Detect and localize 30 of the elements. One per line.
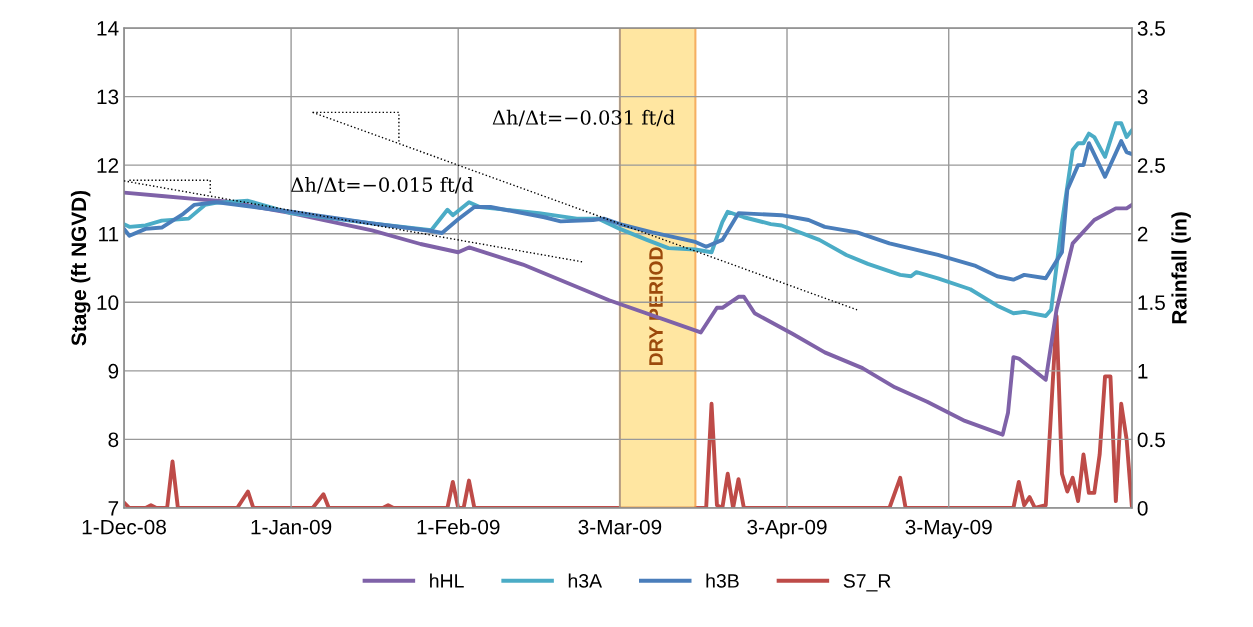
legend-label: hHL — [430, 573, 464, 588]
y-tick-label: 12 — [97, 158, 119, 173]
annotation: Δh/Δt=−0.031 ft/d — [492, 109, 675, 127]
y-tick-label: 8 — [108, 432, 119, 448]
y-tick-label: 14 — [97, 21, 119, 36]
x-tick-label: 3-Apr-09 — [747, 519, 827, 539]
y-tick-label: 13 — [97, 89, 119, 105]
x-tick-label: 1-Feb-09 — [417, 519, 500, 535]
x-tick-label: 3-Mar-09 — [578, 519, 662, 535]
x-tick-label: 1-Dec-08 — [82, 519, 166, 535]
y2-tick-label: 3.5 — [1137, 21, 1165, 36]
x-tick-label: 1-Jan-09 — [251, 519, 332, 535]
y-tick-label: 11 — [99, 226, 119, 242]
legend-label: h3B — [706, 573, 739, 588]
legend-label: h3A — [568, 573, 603, 588]
y2-tick-label: 1 — [1138, 364, 1148, 379]
legend-label: S7_R — [843, 574, 891, 592]
y-tick-label: 9 — [108, 363, 119, 379]
y2-tick-label: 1.5 — [1138, 295, 1165, 311]
y-axis-title: Stage (ft NGVD) — [70, 190, 91, 346]
y-tick-label: 10 — [97, 295, 119, 311]
x-tick-label: 3-May-09 — [905, 519, 992, 539]
y2-tick-label: 3 — [1137, 89, 1148, 105]
y2-tick-label: 2 — [1137, 226, 1148, 242]
y2-tick-label: 0 — [1137, 501, 1148, 516]
y2-tick-label: 2.5 — [1137, 158, 1165, 173]
y2-tick-label: 0.5 — [1137, 432, 1165, 448]
y2-axis-title: Rainfall (in) — [1171, 212, 1191, 324]
y-tick-label: 7 — [108, 501, 119, 516]
annotation: Δh/Δt=−0.015 ft/d — [291, 176, 474, 194]
